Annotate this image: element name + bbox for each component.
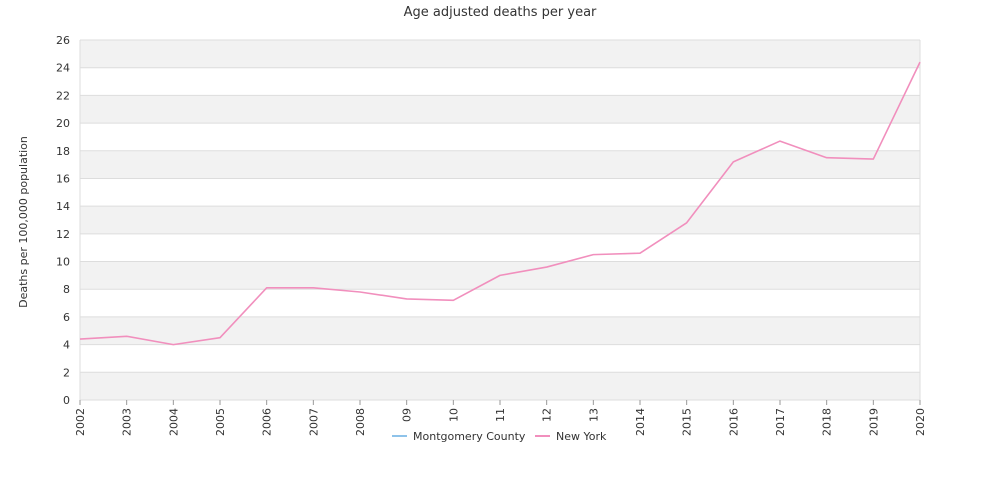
x-tick-labels: 2002 2003 2004 2005 2006 2007 2008 09 10 11 12 13 20… bbox=[74, 400, 927, 436]
band bbox=[80, 67, 920, 96]
band bbox=[80, 289, 920, 317]
x-tick-label: 11 bbox=[494, 408, 507, 422]
x-tick-label: 2018 bbox=[821, 408, 834, 436]
gridlines bbox=[79, 39, 921, 401]
y-tick-label: 2 bbox=[63, 366, 70, 379]
y-tick-label: 26 bbox=[56, 34, 70, 47]
y-tick-label: 20 bbox=[56, 117, 70, 130]
band bbox=[80, 40, 920, 68]
legend-label[interactable]: Montgomery County bbox=[413, 430, 526, 443]
legend[interactable]: Montgomery County New York bbox=[392, 430, 607, 443]
y-tick-label: 14 bbox=[56, 200, 70, 213]
background-bands bbox=[80, 40, 920, 400]
x-tick-label: 2017 bbox=[774, 408, 787, 436]
band bbox=[80, 206, 920, 234]
x-tick-label: 09 bbox=[401, 408, 414, 422]
y-tick-label: 8 bbox=[63, 283, 70, 296]
x-tick-label: 2004 bbox=[167, 408, 180, 436]
band bbox=[80, 95, 920, 124]
y-tick-label: 24 bbox=[56, 62, 70, 75]
y-tick-label: 4 bbox=[63, 339, 70, 352]
x-tick-label: 2003 bbox=[121, 408, 134, 436]
x-tick-label: 12 bbox=[541, 408, 554, 422]
y-tick-label: 10 bbox=[56, 256, 70, 269]
band bbox=[80, 316, 920, 345]
y-tick-label: 12 bbox=[56, 228, 70, 241]
band bbox=[80, 344, 920, 373]
series-line bbox=[79, 61, 921, 346]
band bbox=[80, 372, 920, 400]
x-tick-label: 2020 bbox=[914, 408, 927, 436]
x-tick-label: 2014 bbox=[634, 408, 647, 436]
band bbox=[80, 178, 920, 207]
y-tick-label: 22 bbox=[56, 89, 70, 102]
x-tick-label: 2005 bbox=[214, 408, 227, 436]
band bbox=[80, 233, 920, 262]
x-tick-label: 2008 bbox=[354, 408, 367, 436]
y-tick-label: 0 bbox=[63, 394, 70, 407]
x-tick-label: 2015 bbox=[681, 408, 694, 436]
x-tick-label: 2007 bbox=[307, 408, 320, 436]
x-tick-label: 2002 bbox=[74, 408, 87, 436]
y-tick-label: 16 bbox=[56, 172, 70, 185]
chart-title: Age adjusted deaths per year bbox=[404, 5, 597, 20]
y-tick-label: 18 bbox=[56, 145, 70, 158]
x-tick-label: 13 bbox=[587, 408, 600, 422]
band bbox=[80, 150, 920, 179]
x-tick-label: 10 bbox=[447, 408, 460, 422]
series-lines bbox=[79, 61, 921, 346]
legend-label[interactable]: New York bbox=[556, 430, 607, 443]
x-tick-label: 2006 bbox=[261, 408, 274, 436]
x-tick-label: 2019 bbox=[867, 408, 880, 436]
x-tick-label: 2016 bbox=[727, 408, 740, 436]
y-tick-label: 6 bbox=[63, 311, 70, 324]
y-axis-label: Deaths per 100,000 population bbox=[17, 136, 30, 308]
band bbox=[80, 123, 920, 151]
